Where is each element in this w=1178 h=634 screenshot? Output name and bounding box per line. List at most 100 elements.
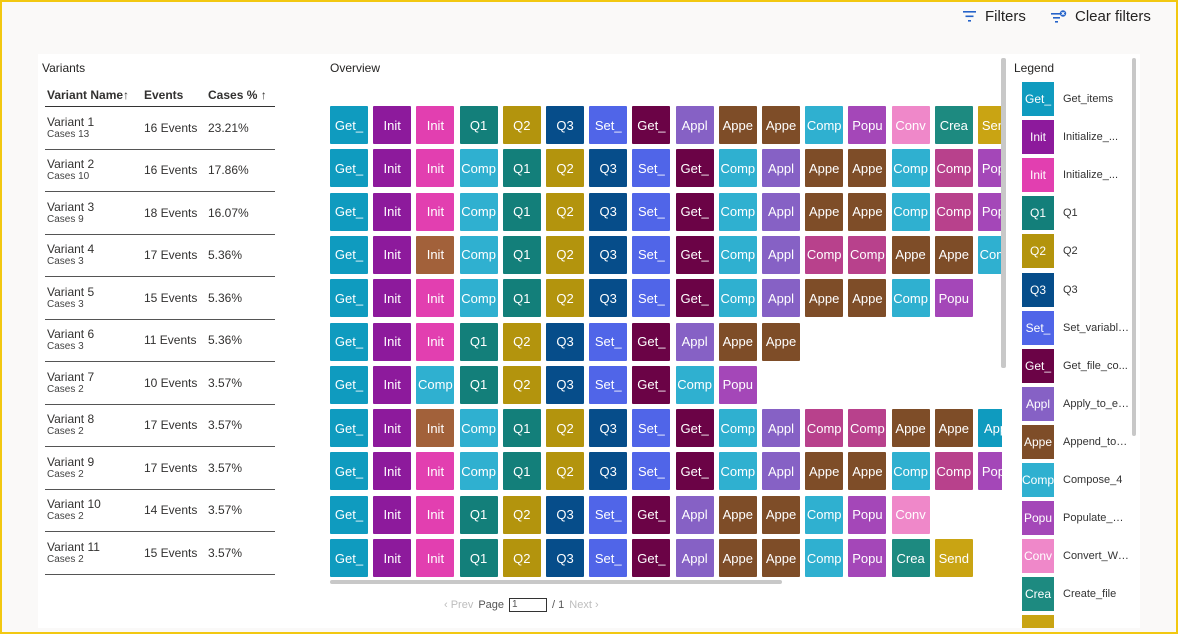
legend-item[interactable]: Get_ Get_file_co... (1022, 349, 1132, 383)
activity-tile[interactable]: Q1 (503, 236, 541, 274)
activity-tile[interactable]: Init (373, 236, 411, 274)
activity-tile[interactable]: Q2 (503, 323, 541, 361)
activity-tile[interactable]: Appl (676, 106, 714, 144)
activity-tile[interactable]: Get_ (632, 323, 670, 361)
activity-tile[interactable]: Appe (848, 452, 886, 490)
activity-tile[interactable]: Set_ (589, 366, 627, 404)
activity-tile[interactable]: Set_ (589, 323, 627, 361)
activity-tile[interactable]: Q1 (460, 496, 498, 534)
activity-tile[interactable]: Appe (719, 496, 757, 534)
activity-tile[interactable]: Q2 (546, 193, 584, 231)
activity-tile[interactable]: Popu (848, 106, 886, 144)
activity-tile[interactable]: Q1 (503, 279, 541, 317)
legend-item[interactable] (1022, 615, 1132, 628)
activity-tile[interactable]: Q3 (589, 409, 627, 447)
activity-tile[interactable]: Appl (762, 193, 800, 231)
activity-tile[interactable]: Q3 (589, 452, 627, 490)
activity-tile[interactable]: Get_ (330, 452, 368, 490)
legend-item[interactable]: Init Initialize_... (1022, 158, 1132, 192)
activity-tile[interactable]: Crea (892, 539, 930, 577)
activity-tile[interactable]: Init (373, 409, 411, 447)
legend-item[interactable]: Conv Convert_Word... (1022, 539, 1132, 573)
legend-item[interactable]: Popu Populate_Wo... (1022, 501, 1132, 535)
activity-tile[interactable]: Appe (719, 539, 757, 577)
activity-tile[interactable]: Q2 (546, 452, 584, 490)
activity-tile[interactable]: Q2 (546, 409, 584, 447)
activity-tile[interactable]: Get_ (676, 236, 714, 274)
activity-tile[interactable]: Appl (762, 149, 800, 187)
activity-tile[interactable]: Get_ (330, 366, 368, 404)
activity-tile[interactable]: Appe (848, 193, 886, 231)
activity-tile[interactable]: Appe (762, 539, 800, 577)
activity-tile[interactable]: Appe (892, 236, 930, 274)
activity-tile[interactable]: Popu (848, 539, 886, 577)
activity-tile[interactable]: Get_ (330, 409, 368, 447)
activity-tile[interactable]: Popu (978, 452, 1002, 490)
activity-tile[interactable]: Appe (762, 496, 800, 534)
activity-tile[interactable]: Get_ (676, 409, 714, 447)
activity-tile[interactable]: Get_ (330, 193, 368, 231)
activity-tile[interactable]: Init (373, 193, 411, 231)
activity-tile[interactable]: Appl (978, 409, 1002, 447)
activity-tile[interactable]: Appl (676, 323, 714, 361)
activity-tile[interactable]: Get_ (330, 149, 368, 187)
activity-tile[interactable]: Get_ (330, 539, 368, 577)
col-variant-name[interactable]: Variant Name↑ (45, 88, 144, 102)
activity-tile[interactable]: Q1 (460, 366, 498, 404)
activity-tile[interactable]: Q3 (589, 193, 627, 231)
activity-tile[interactable]: Q2 (503, 496, 541, 534)
activity-tile[interactable]: Init (373, 496, 411, 534)
activity-tile[interactable]: Appe (762, 106, 800, 144)
activity-tile[interactable]: Q1 (503, 149, 541, 187)
activity-tile[interactable]: Get_ (632, 366, 670, 404)
activity-tile[interactable]: Appl (762, 409, 800, 447)
activity-tile[interactable]: Conv (892, 496, 930, 534)
activity-tile[interactable]: Get_ (632, 106, 670, 144)
legend-item[interactable]: Init Initialize_... (1022, 120, 1132, 154)
activity-tile[interactable]: Init (416, 496, 454, 534)
activity-tile[interactable]: Q2 (503, 106, 541, 144)
activity-tile[interactable]: Init (373, 279, 411, 317)
activity-tile[interactable]: Get_ (632, 539, 670, 577)
activity-tile[interactable]: Set_ (632, 236, 670, 274)
activity-tile[interactable]: Q1 (460, 323, 498, 361)
activity-tile[interactable]: Set_ (632, 193, 670, 231)
activity-tile[interactable]: Q1 (503, 452, 541, 490)
activity-tile[interactable]: Init (373, 106, 411, 144)
activity-tile[interactable]: Appe (848, 279, 886, 317)
activity-tile[interactable]: Popu (848, 496, 886, 534)
activity-tile[interactable]: Q2 (503, 539, 541, 577)
page-input[interactable]: 1 (509, 598, 547, 612)
overview-vertical-scrollbar[interactable] (1001, 58, 1006, 368)
activity-tile[interactable]: Comp (805, 106, 843, 144)
activity-tile[interactable]: Init (416, 539, 454, 577)
activity-tile[interactable]: Init (373, 452, 411, 490)
activity-tile[interactable]: Appe (719, 106, 757, 144)
legend-item[interactable]: Appe Append_to_a... (1022, 425, 1132, 459)
activity-tile[interactable]: Comp (719, 193, 757, 231)
activity-tile[interactable]: Set_ (632, 409, 670, 447)
table-row[interactable]: Variant 10 Cases 2 14 Events 3.57% (45, 490, 275, 533)
activity-tile[interactable]: Popu (719, 366, 757, 404)
activity-tile[interactable]: Appe (805, 279, 843, 317)
activity-tile[interactable]: Comp (719, 452, 757, 490)
activity-tile[interactable]: Popu (978, 149, 1002, 187)
activity-tile[interactable]: Appe (719, 323, 757, 361)
legend-item[interactable]: Q1 Q1 (1022, 196, 1132, 230)
activity-tile[interactable]: Comp (805, 409, 843, 447)
legend-item[interactable]: Appl Apply_to_each (1022, 387, 1132, 421)
activity-tile[interactable]: Q3 (546, 539, 584, 577)
activity-tile[interactable]: Set_ (589, 106, 627, 144)
activity-tile[interactable]: Crea (935, 106, 973, 144)
activity-tile[interactable]: Init (373, 366, 411, 404)
horizontal-scrollbar[interactable] (330, 580, 782, 584)
activity-tile[interactable]: Init (416, 409, 454, 447)
activity-tile[interactable]: Comp (848, 236, 886, 274)
activity-tile[interactable]: Comp (676, 366, 714, 404)
activity-tile[interactable]: Set_ (589, 539, 627, 577)
activity-tile[interactable]: Conv (892, 106, 930, 144)
activity-tile[interactable]: Appl (676, 539, 714, 577)
activity-tile[interactable]: Comp (805, 236, 843, 274)
table-row[interactable]: Variant 7 Cases 2 10 Events 3.57% (45, 362, 275, 405)
activity-tile[interactable]: Comp (460, 452, 498, 490)
